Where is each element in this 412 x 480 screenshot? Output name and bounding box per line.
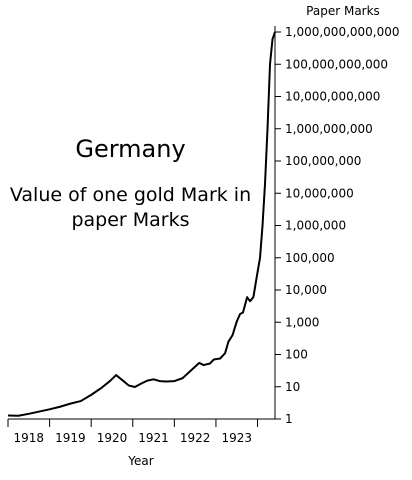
y-tick-label: 100,000 <box>285 251 335 265</box>
chart-title: Germany <box>75 135 186 163</box>
x-tick-label: 1920 <box>97 431 128 445</box>
x-axis-ticks: 1918 1919 1920 1921 1922 1923 <box>7 419 259 445</box>
y-tick-label: 100,000,000 <box>285 154 361 168</box>
y-axis-title: Paper Marks <box>306 4 380 18</box>
series-line <box>7 31 276 417</box>
x-tick-label: 1921 <box>138 431 169 445</box>
y-tick-label: 100,000,000,000 <box>285 57 388 71</box>
x-axis-title: Year <box>127 454 153 468</box>
y-tick-label: 1,000,000,000 <box>285 122 373 136</box>
y-tick-label: 100 <box>285 348 308 362</box>
y-tick-label: 10,000,000 <box>285 186 354 200</box>
y-tick-label: 10 <box>285 380 300 394</box>
chart-subtitle: Value of one gold Mark in paper Marks <box>9 184 252 231</box>
y-tick-label: 10,000 <box>285 283 327 297</box>
y-tick-label: 1,000,000,000,000 <box>285 25 400 39</box>
x-tick-label: 1922 <box>180 431 211 445</box>
x-tick-label: 1918 <box>14 431 45 445</box>
y-tick-label: 1 <box>285 412 293 426</box>
y-tick-label: 1,000 <box>285 315 319 329</box>
y-tick-label: 1,000,000 <box>285 219 346 233</box>
x-tick-label: 1923 <box>221 431 252 445</box>
x-tick-label: 1919 <box>55 431 86 445</box>
y-tick-label: 10,000,000,000 <box>285 90 380 104</box>
y-axis-ticks: 1 10 100 1,000 10,000 100,000 1,000,000 10,000,… <box>275 25 400 426</box>
